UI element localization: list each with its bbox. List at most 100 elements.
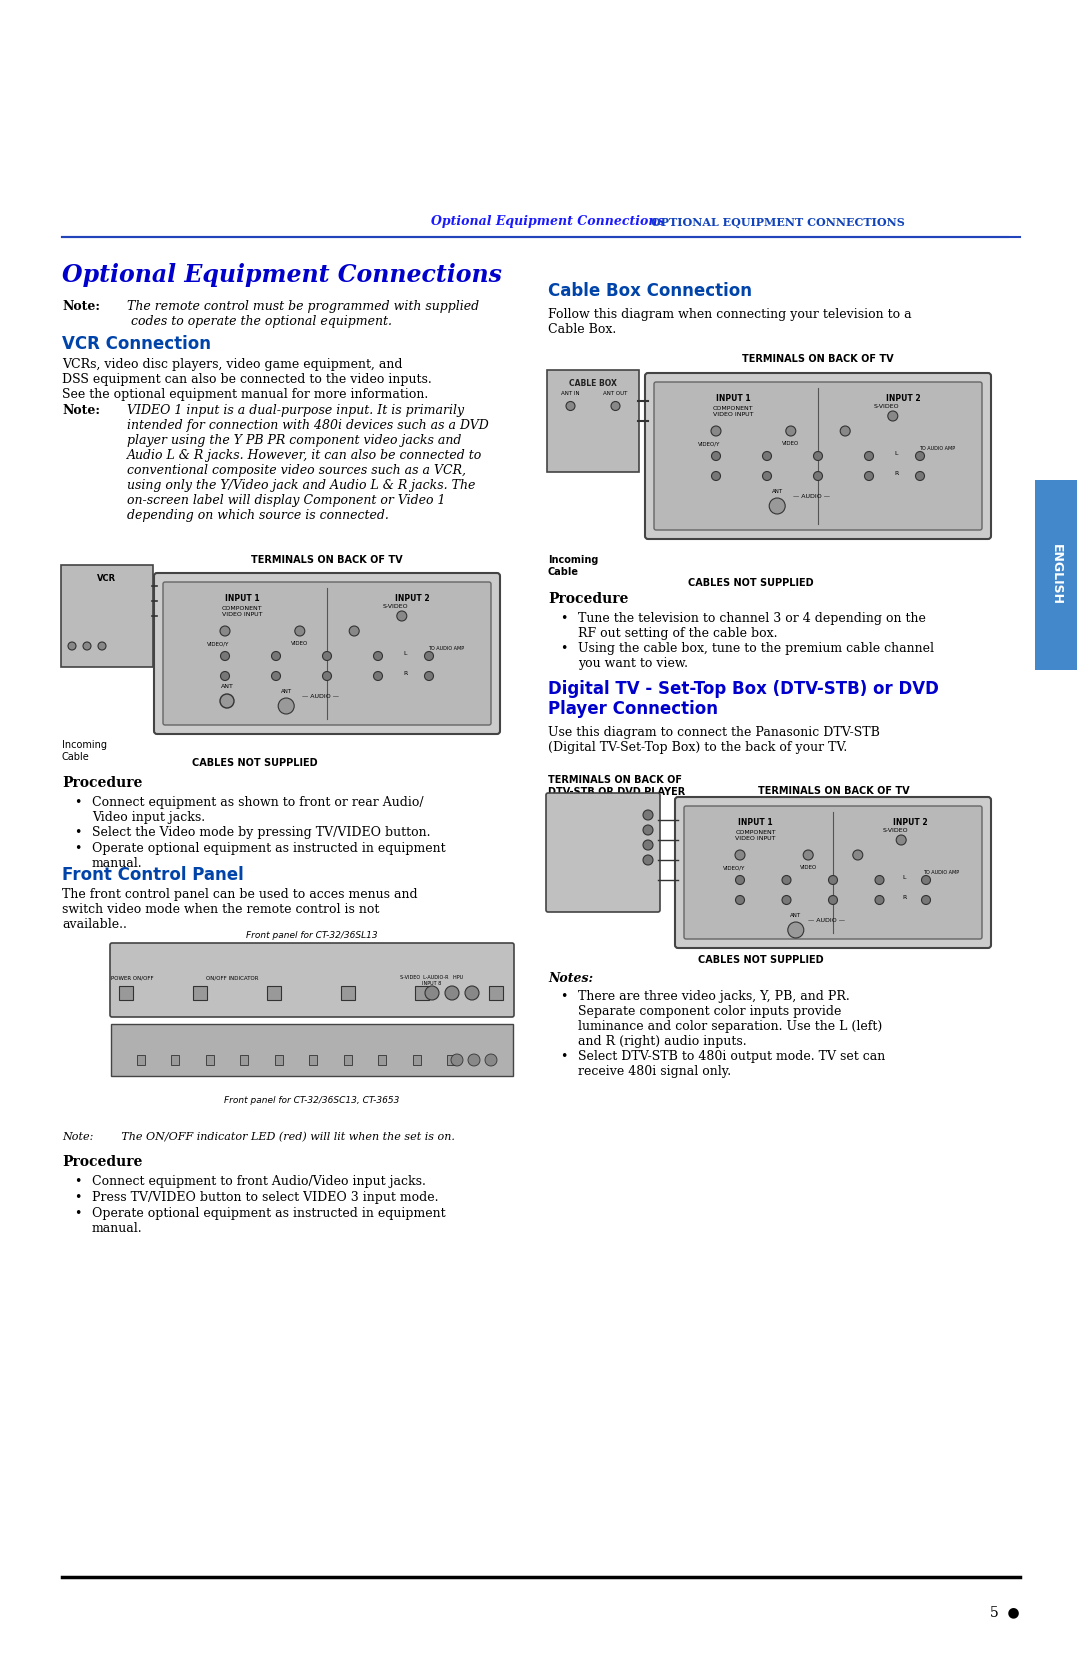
Bar xyxy=(447,1055,455,1065)
Text: Procedure: Procedure xyxy=(62,776,143,789)
Text: Notes:: Notes: xyxy=(548,971,593,985)
Text: ANT: ANT xyxy=(791,913,801,918)
Ellipse shape xyxy=(875,896,885,905)
Text: VIDEO: VIDEO xyxy=(799,865,816,870)
Text: There are three video jacks, Y, PB, and PR.
Separate component color inputs prov: There are three video jacks, Y, PB, and … xyxy=(578,990,882,1048)
Bar xyxy=(1035,481,1077,669)
Ellipse shape xyxy=(643,809,653,819)
Text: Note:: Note: xyxy=(62,404,100,417)
Ellipse shape xyxy=(445,986,459,1000)
Text: VIDEO/Y: VIDEO/Y xyxy=(698,441,720,446)
Text: Use this diagram to connect the Panasonic DTV-STB
(Digital TV-Set-Top Box) to th: Use this diagram to connect the Panasoni… xyxy=(548,726,880,754)
Text: — AUDIO —: — AUDIO — xyxy=(793,494,829,499)
Bar xyxy=(172,1055,179,1065)
Text: Using the cable box, tune to the premium cable channel
you want to view.: Using the cable box, tune to the premium… xyxy=(578,643,934,669)
Text: Player Connection: Player Connection xyxy=(548,699,718,718)
Text: INPUT 1: INPUT 1 xyxy=(225,594,259,603)
Ellipse shape xyxy=(787,921,804,938)
FancyBboxPatch shape xyxy=(154,572,500,734)
Text: L: L xyxy=(894,451,897,456)
Ellipse shape xyxy=(769,497,785,514)
Text: •: • xyxy=(75,1192,81,1203)
Text: Incoming
Cable: Incoming Cable xyxy=(62,739,107,761)
Ellipse shape xyxy=(711,426,721,436)
Text: CABLES NOT SUPPLIED: CABLES NOT SUPPLIED xyxy=(192,758,318,768)
Text: TERMINALS ON BACK OF
DTV-STB OR DVD PLAYER: TERMINALS ON BACK OF DTV-STB OR DVD PLAY… xyxy=(548,774,685,796)
Text: OPTIONAL EQUIPMENT CONNECTIONS: OPTIONAL EQUIPMENT CONNECTIONS xyxy=(651,217,905,229)
Text: ANT: ANT xyxy=(771,489,783,494)
Ellipse shape xyxy=(921,896,931,905)
Ellipse shape xyxy=(864,452,874,461)
FancyBboxPatch shape xyxy=(546,793,660,911)
Text: TO AUDIO AMP: TO AUDIO AMP xyxy=(428,646,464,651)
Ellipse shape xyxy=(424,651,433,661)
Bar xyxy=(378,1055,387,1065)
Text: Select DTV-STB to 480i output mode. TV set can
receive 480i signal only.: Select DTV-STB to 480i output mode. TV s… xyxy=(578,1050,886,1078)
Ellipse shape xyxy=(220,626,230,636)
Text: TO AUDIO AMP: TO AUDIO AMP xyxy=(923,870,959,875)
Text: — AUDIO —: — AUDIO — xyxy=(301,694,339,699)
Ellipse shape xyxy=(804,850,813,860)
Ellipse shape xyxy=(220,651,229,661)
Ellipse shape xyxy=(643,824,653,834)
Text: TO AUDIO AMP: TO AUDIO AMP xyxy=(919,446,955,451)
Text: Front Control Panel: Front Control Panel xyxy=(62,866,244,885)
Text: VIDEO: VIDEO xyxy=(782,441,799,446)
Ellipse shape xyxy=(840,426,850,436)
Bar xyxy=(309,1055,318,1065)
Ellipse shape xyxy=(468,1055,480,1066)
Bar xyxy=(341,986,355,1000)
Ellipse shape xyxy=(566,402,575,411)
Ellipse shape xyxy=(220,671,229,681)
Ellipse shape xyxy=(916,472,924,481)
Ellipse shape xyxy=(916,452,924,461)
FancyBboxPatch shape xyxy=(111,1025,513,1077)
Text: COMPONENT
VIDEO INPUT: COMPONENT VIDEO INPUT xyxy=(735,829,775,841)
Ellipse shape xyxy=(323,651,332,661)
Text: CABLE BOX: CABLE BOX xyxy=(569,379,617,387)
Text: COMPONENT
VIDEO INPUT: COMPONENT VIDEO INPUT xyxy=(221,606,262,618)
Ellipse shape xyxy=(735,876,744,885)
Text: S-VIDEO  L-AUDIO-R   HPU
INPUT 8: S-VIDEO L-AUDIO-R HPU INPUT 8 xyxy=(401,975,463,986)
Text: •: • xyxy=(75,1207,81,1220)
Text: Front panel for CT-32/36SL13: Front panel for CT-32/36SL13 xyxy=(246,931,378,940)
Text: •: • xyxy=(75,1175,81,1188)
FancyBboxPatch shape xyxy=(675,798,991,948)
Bar xyxy=(489,986,503,1000)
FancyBboxPatch shape xyxy=(546,371,639,472)
Text: Follow this diagram when connecting your television to a
Cable Box.: Follow this diagram when connecting your… xyxy=(548,309,912,335)
Text: Operate optional equipment as instructed in equipment
manual.: Operate optional equipment as instructed… xyxy=(92,1207,446,1235)
Ellipse shape xyxy=(424,671,433,681)
Bar xyxy=(193,986,207,1000)
Ellipse shape xyxy=(68,643,76,649)
Ellipse shape xyxy=(712,452,720,461)
Ellipse shape xyxy=(813,472,823,481)
Text: Front panel for CT-32/36SC13, CT-3653: Front panel for CT-32/36SC13, CT-3653 xyxy=(225,1097,400,1105)
Ellipse shape xyxy=(98,643,106,649)
Text: 5  ●: 5 ● xyxy=(990,1606,1020,1619)
Ellipse shape xyxy=(426,986,438,1000)
Ellipse shape xyxy=(271,651,281,661)
Text: •: • xyxy=(75,826,81,840)
Ellipse shape xyxy=(921,876,931,885)
Text: S-VIDEO: S-VIDEO xyxy=(382,604,408,609)
Text: VIDEO/Y: VIDEO/Y xyxy=(723,865,745,870)
Ellipse shape xyxy=(875,876,885,885)
Ellipse shape xyxy=(451,1055,463,1066)
Text: R: R xyxy=(403,671,407,676)
Text: •: • xyxy=(561,1050,567,1063)
Bar xyxy=(241,1055,248,1065)
Bar xyxy=(119,986,133,1000)
Bar xyxy=(343,1055,352,1065)
Ellipse shape xyxy=(279,698,294,714)
Text: R: R xyxy=(902,895,906,900)
Ellipse shape xyxy=(828,876,837,885)
Text: Incoming
Cable: Incoming Cable xyxy=(548,556,598,576)
Ellipse shape xyxy=(896,834,906,845)
Ellipse shape xyxy=(83,643,91,649)
Ellipse shape xyxy=(271,671,281,681)
Text: INPUT 2: INPUT 2 xyxy=(886,394,920,402)
Text: Note:: Note: xyxy=(62,300,100,314)
Text: POWER ON/OFF: POWER ON/OFF xyxy=(110,975,153,980)
Ellipse shape xyxy=(220,694,234,708)
